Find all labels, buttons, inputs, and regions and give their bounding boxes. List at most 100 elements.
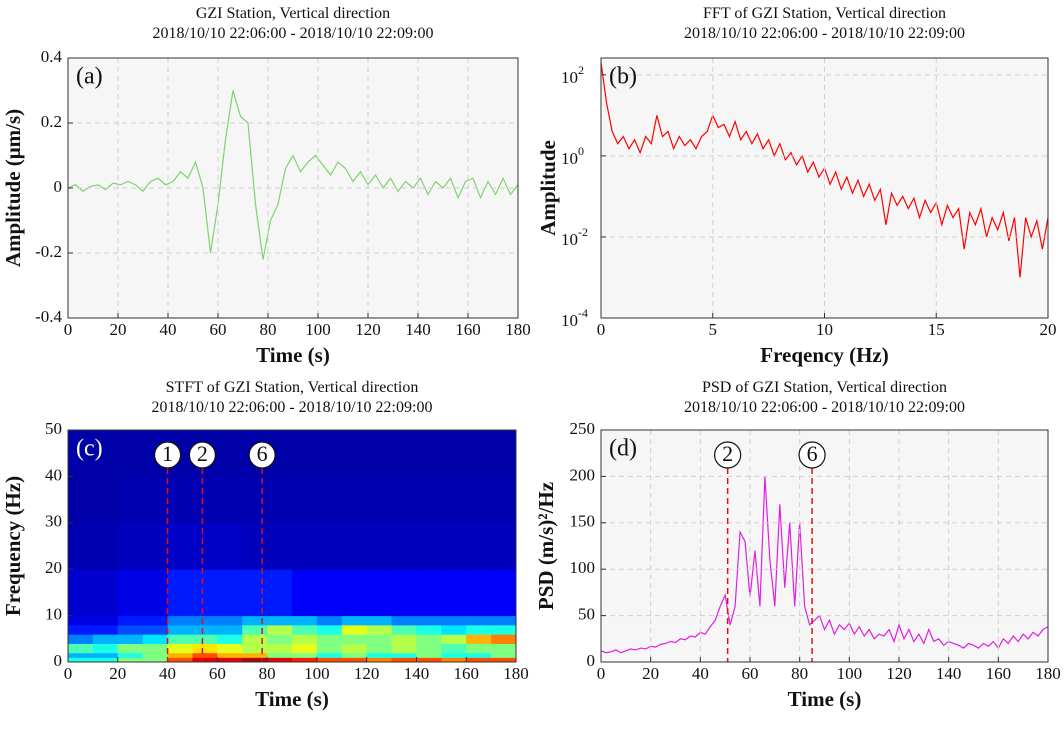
heat-cell — [142, 643, 169, 654]
heat-cell — [466, 569, 492, 617]
x-tick-label: 180 — [505, 320, 531, 339]
heat-cell — [242, 634, 268, 644]
x-tick-label: 100 — [304, 664, 330, 683]
heat-cell — [267, 624, 293, 635]
heat-cell — [192, 615, 218, 626]
heat-cell — [92, 522, 119, 570]
heat-cell — [217, 615, 243, 626]
heat-cell — [142, 615, 169, 626]
heat-cell — [117, 522, 144, 570]
x-tick-label: 20 — [1040, 320, 1057, 339]
heat-cell — [92, 615, 119, 626]
heat-cell — [217, 522, 243, 570]
heat-cell — [491, 569, 516, 617]
panel-label: (a) — [76, 64, 103, 90]
heat-cell — [267, 652, 293, 658]
heat-cell — [366, 430, 393, 477]
y-tick-label: 0 — [54, 177, 63, 196]
heat-cell — [366, 476, 393, 524]
heat-cell — [292, 615, 318, 626]
heat-cell — [366, 652, 393, 658]
x-tick-label: 60 — [210, 320, 227, 339]
heat-cell — [167, 643, 193, 654]
x-tick-label: 120 — [354, 664, 380, 683]
x-tick-label: 120 — [355, 320, 381, 339]
heat-cell — [68, 522, 94, 570]
x-tick-label: 140 — [405, 320, 431, 339]
heat-cell — [466, 634, 492, 644]
heat-cell — [341, 569, 368, 617]
heat-cell — [341, 634, 368, 644]
heat-cell — [68, 615, 94, 626]
x-tick-label: 20 — [642, 664, 659, 683]
data-line — [68, 90, 518, 260]
heat-cell — [441, 643, 467, 654]
y-tick-label: 0 — [54, 651, 63, 670]
x-tick-label: 100 — [837, 664, 863, 683]
y-axis-label: Amplitude (μm/s) — [1, 109, 25, 267]
heat-cell — [117, 624, 144, 635]
heat-cell — [68, 476, 94, 524]
heat-cell — [466, 652, 492, 658]
heat-cell — [217, 652, 243, 658]
heat-cell — [341, 624, 368, 635]
x-tick-label: 20 — [109, 664, 126, 683]
heat-cell — [441, 615, 467, 626]
event-circle — [798, 441, 826, 469]
heat-cell — [167, 569, 193, 617]
tick-base: 10 — [561, 230, 578, 249]
heat-cell — [366, 643, 393, 654]
heat-cell — [267, 476, 293, 524]
heat-cell — [292, 624, 318, 635]
plot — [68, 90, 518, 260]
y-tick-label: 0.2 — [41, 112, 62, 131]
heat-cell — [167, 634, 193, 644]
heat-cell — [242, 657, 268, 662]
x-tick-label: 180 — [503, 664, 529, 683]
heat-cell — [167, 657, 193, 662]
data-line — [601, 476, 1048, 654]
heat-cell — [142, 624, 169, 635]
plot-area — [601, 430, 1048, 662]
x-tick-label: 80 — [259, 664, 276, 683]
heat-cell — [68, 657, 94, 662]
heat-cell — [292, 569, 318, 617]
heat-cell — [242, 476, 268, 524]
heat-cell — [341, 476, 368, 524]
plot-frame — [600, 429, 1049, 663]
x-axis-label: Freqency (Hz) — [760, 343, 888, 367]
heat-cell — [68, 624, 94, 635]
heat-cell — [267, 643, 293, 654]
x-tick-label: 180 — [1035, 664, 1061, 683]
x-tick-label: 80 — [791, 664, 808, 683]
heat-cell — [416, 652, 442, 658]
heat-cell — [341, 652, 368, 658]
heat-cell — [316, 569, 343, 617]
heat-cell — [292, 634, 318, 644]
panel: STFT of GZI Station, Vertical direction 2… — [1, 379, 529, 711]
heat-cell — [441, 476, 467, 524]
heat-cell — [92, 476, 119, 524]
chart-subtitle: 2018/10/10 22:06:00 - 2018/10/10 22:09:0… — [684, 399, 965, 416]
heat-cell — [341, 615, 368, 626]
heat-cell — [267, 569, 293, 617]
y-tick-label: 40 — [45, 465, 62, 484]
y-tick-label: -0.4 — [35, 307, 62, 326]
y-tick-label: 30 — [45, 512, 62, 531]
heat-cell — [316, 476, 343, 524]
heat-cell — [167, 476, 193, 524]
chart-subtitle: 2018/10/10 22:06:00 - 2018/10/10 22:09:0… — [684, 25, 965, 42]
heat-cell — [292, 652, 318, 658]
event-circle — [248, 441, 276, 469]
heat-cell — [142, 476, 169, 524]
heat-cell — [68, 634, 94, 644]
heat-cell — [92, 624, 119, 635]
panel: PSD of GZI Station, Vertical direction20… — [534, 379, 1061, 711]
event-circle — [153, 441, 182, 469]
heat-cell — [68, 643, 94, 654]
heat-cell — [192, 624, 218, 635]
heat-cell — [217, 643, 243, 654]
heat-cell — [242, 643, 268, 654]
x-tick-label: 15 — [928, 320, 945, 339]
x-tick-label: 40 — [159, 664, 176, 683]
